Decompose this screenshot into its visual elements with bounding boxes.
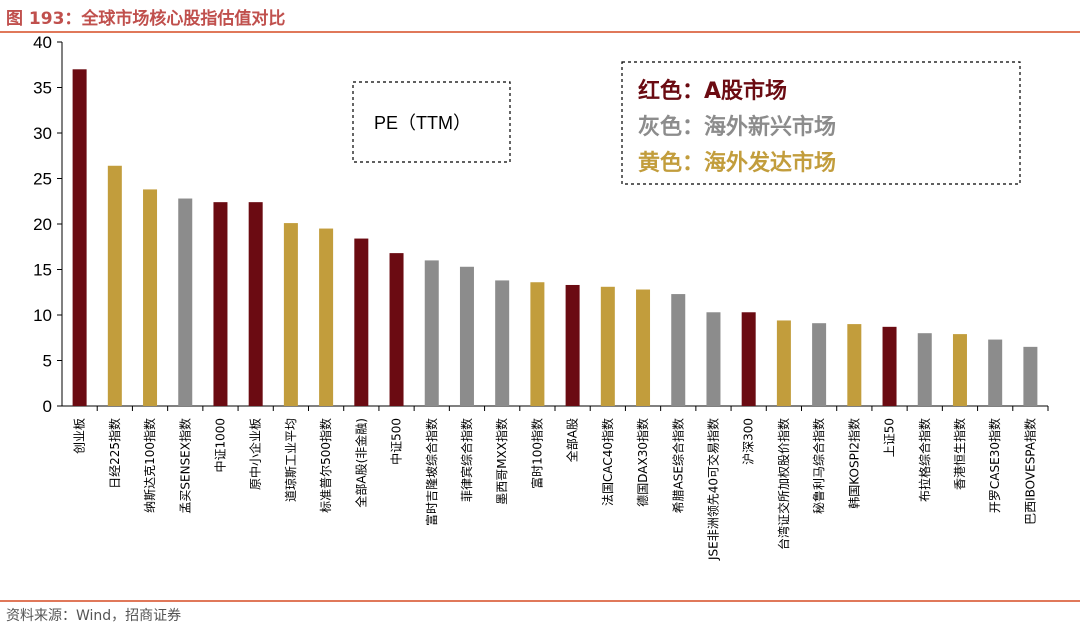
x-tick-label: 香港恒生指数 (952, 418, 967, 490)
x-tick-label: 韩国KOSPI2指数 (846, 418, 861, 509)
x-tick-label: JSE非洲领先40可交易指数 (705, 418, 720, 561)
x-tick-label: 孟买SENSEX指数 (177, 418, 192, 514)
bottom-divider (0, 600, 1080, 602)
x-tick-label: 布拉格综合指数 (917, 418, 932, 502)
annotation-box: PE（TTM） (352, 81, 511, 163)
bar (459, 266, 474, 406)
bar (988, 339, 1003, 406)
x-tick-label: 创业板 (73, 418, 87, 454)
source-note: 资料来源：Wind，招商证券 (6, 608, 182, 624)
bar (776, 320, 791, 406)
y-tick-label: 35 (33, 79, 52, 98)
x-tick-label: 墨西哥MXX指数 (494, 418, 509, 505)
y-tick-label: 10 (33, 306, 52, 325)
y-tick-label: 5 (43, 352, 52, 371)
bar (847, 324, 862, 406)
x-tick-label: 标准普尔500指数 (318, 418, 333, 513)
bar (178, 198, 193, 406)
x-tick-label: 富时100指数 (529, 418, 544, 489)
x-tick-label: 中证1000 (212, 418, 227, 473)
x-tick-label: 纳斯达克100指数 (142, 418, 157, 513)
chart-bars (72, 69, 1038, 407)
bar (354, 238, 369, 406)
bar (143, 189, 158, 406)
x-tick-label: 上证50 (883, 418, 897, 457)
x-tick-label: 希腊ASE综合指数 (670, 418, 685, 513)
bar (812, 323, 827, 406)
bar (565, 284, 580, 406)
x-axis-labels: 创业板 日经225指数 纳斯达克100指数 孟买SENSEX指数 中证1000 原中小企业… (73, 418, 1038, 561)
x-tick-label: 道琼斯工业平均 (283, 418, 298, 502)
x-tick-label: 全部A股(非金融) (353, 418, 368, 508)
x-tick-label: 德国DAX30指数 (635, 418, 650, 507)
bar (424, 260, 439, 406)
x-tick-label: 中证500 (389, 418, 404, 465)
x-tick-label: 原中小企业板 (248, 418, 263, 490)
x-tick-label: 全部A股 (565, 418, 580, 462)
bar (319, 228, 334, 406)
bar (882, 326, 897, 406)
bar (283, 223, 298, 406)
annotation-text: PE（TTM） (374, 113, 471, 133)
legend-entry: 红色：A股市场 (638, 78, 787, 104)
bar (530, 282, 545, 406)
x-tick-label: 沪深300 (742, 418, 756, 465)
bar (213, 202, 228, 406)
legend-entry: 灰色：海外新兴市场 (638, 114, 836, 140)
bar-chart: 0 5 10 15 20 25 30 35 40 创业板 日经225指数 纳斯达克100指数 孟买SE… (33, 33, 1049, 561)
x-tick-label: 菲律宾综合指数 (459, 418, 474, 502)
x-tick-label: 巴西IBOVESPA指数 (1022, 418, 1037, 525)
bar (706, 312, 721, 406)
y-tick-label: 40 (33, 33, 52, 52)
x-tick-label: 日经225指数 (107, 418, 122, 489)
x-tick-label: 秘鲁利马综合指数 (811, 418, 826, 514)
x-tick-label: 富时吉隆坡综合指数 (424, 418, 439, 526)
y-tick-label: 15 (33, 261, 52, 280)
legend-entry: 黄色：海外发达市场 (638, 150, 836, 176)
bar (1023, 346, 1038, 406)
x-tick-label: 法国CAC40指数 (600, 418, 615, 506)
bar (600, 286, 615, 406)
bar (671, 294, 686, 406)
bar (248, 202, 263, 406)
chart-title: 图 193：全球市场核心股指估值对比 (6, 9, 286, 29)
y-tick-label: 0 (43, 397, 52, 416)
bar (72, 69, 87, 407)
x-tick-label: 开罗CASE30指数 (987, 418, 1002, 513)
bar (495, 280, 510, 406)
bar (952, 334, 967, 406)
y-tick-label: 20 (33, 215, 52, 234)
bar (636, 289, 651, 406)
top-divider (0, 31, 1080, 33)
bar (741, 312, 756, 406)
bar (107, 165, 122, 406)
x-tick-label: 台湾证交所加权股价指数 (776, 418, 791, 550)
bar (389, 253, 404, 406)
y-tick-label: 25 (33, 170, 52, 189)
y-tick-label: 30 (33, 124, 52, 143)
bar (917, 333, 932, 406)
